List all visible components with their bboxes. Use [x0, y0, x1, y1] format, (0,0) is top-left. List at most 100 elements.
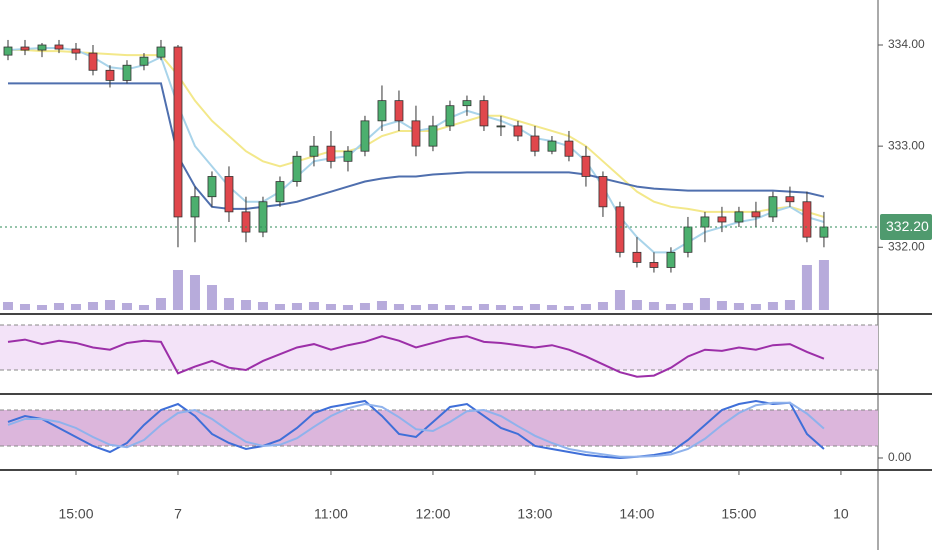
candle-body: [37, 44, 47, 51]
candle-body: [3, 46, 13, 56]
volume-bar: [444, 305, 455, 310]
candle-body: [768, 196, 778, 218]
candle-body: [479, 100, 489, 127]
candle-body: [581, 155, 591, 177]
last-price-box: [880, 214, 932, 241]
volume-bar: [308, 302, 319, 310]
volume-bar: [427, 304, 438, 310]
line-series: [7, 399, 825, 459]
x-tick-label: 12:00: [415, 506, 450, 522]
candle-body: [598, 176, 608, 208]
y-tick-label: 333.00: [888, 138, 925, 152]
candle-body: [802, 201, 812, 238]
candle-body: [734, 211, 744, 223]
candle-body: [122, 64, 132, 81]
volume-bar: [257, 302, 268, 310]
x-tick-label: 15:00: [58, 506, 93, 522]
candle-body: [632, 251, 642, 263]
candle-body: [71, 48, 81, 54]
x-tick-label: 15:00: [721, 506, 756, 522]
volume-bar: [104, 300, 115, 310]
y-tick-label: 332.00: [888, 239, 925, 253]
volume-bar: [478, 304, 489, 310]
volume-bar: [631, 300, 642, 310]
volume-bar: [121, 303, 132, 310]
volume-bar: [529, 304, 540, 310]
volume-bar: [461, 306, 472, 310]
candle-body: [445, 105, 455, 127]
volume-bar: [512, 306, 523, 310]
candle-body: [54, 44, 64, 50]
candle-body: [241, 211, 251, 233]
candle-body: [615, 206, 625, 253]
volume-bar: [291, 303, 302, 310]
line-series: [7, 401, 825, 458]
volume-bar: [155, 298, 166, 310]
candle-body: [20, 46, 30, 51]
x-tick-label: 10: [833, 506, 849, 522]
volume-bar: [206, 285, 217, 310]
x-tick-label: 14:00: [619, 506, 654, 522]
candle-body: [173, 46, 183, 218]
candle-body: [309, 145, 319, 157]
candle-body: [683, 226, 693, 253]
y-tick-label: 334.00: [888, 37, 925, 51]
volume-bar: [580, 304, 591, 310]
candle-body: [564, 140, 574, 157]
candle-body: [819, 226, 829, 238]
volume-bar: [733, 303, 744, 310]
candle-body: [649, 262, 659, 268]
volume-bar: [223, 298, 234, 310]
candle-body: [156, 46, 166, 58]
candle-body: [547, 140, 557, 152]
candle-body: [139, 56, 149, 66]
candle-body: [411, 120, 421, 147]
band-fill: [0, 324, 878, 370]
volume-bar: [325, 304, 336, 310]
candle-body: [190, 196, 200, 218]
volume-bar: [699, 298, 710, 310]
y-tick-label: 0.00: [888, 450, 912, 464]
last-price-label: 332.20: [886, 218, 929, 234]
x-tick-label: 13:00: [517, 506, 552, 522]
candle-body: [428, 125, 438, 147]
candle-body: [496, 125, 506, 128]
line-series: [7, 335, 825, 378]
candle-body: [394, 100, 404, 122]
candle-body: [751, 211, 761, 218]
volume-bar: [682, 303, 693, 310]
volume-bar: [87, 302, 98, 310]
candle-body: [343, 150, 353, 162]
candle-body: [360, 120, 370, 152]
volume-bar: [53, 303, 64, 310]
volume-bar: [546, 305, 557, 310]
candle-body: [530, 135, 540, 152]
volume-bar: [597, 302, 608, 310]
candle-body: [207, 176, 217, 198]
volume-bar: [495, 305, 506, 310]
line-series: [7, 82, 825, 210]
volume-bar: [138, 305, 149, 310]
candle-body: [326, 145, 336, 162]
volume-bar: [784, 300, 795, 310]
volume-bar: [393, 304, 404, 310]
volume-bar: [70, 304, 81, 310]
volume-bar: [818, 260, 829, 310]
volume-bar: [563, 306, 574, 310]
candle-body: [700, 216, 710, 228]
candle-body: [666, 251, 676, 268]
volume-bar: [767, 302, 778, 310]
volume-bar: [614, 290, 625, 310]
x-tick-label: 7: [174, 506, 182, 522]
candle-body: [224, 176, 234, 213]
volume-bar: [342, 305, 353, 310]
volume-bar: [36, 305, 47, 310]
candle-body: [292, 155, 302, 182]
candle-body: [105, 69, 115, 81]
candle-body: [377, 100, 387, 122]
volume-bar: [240, 300, 251, 310]
volume-bar: [359, 303, 370, 310]
